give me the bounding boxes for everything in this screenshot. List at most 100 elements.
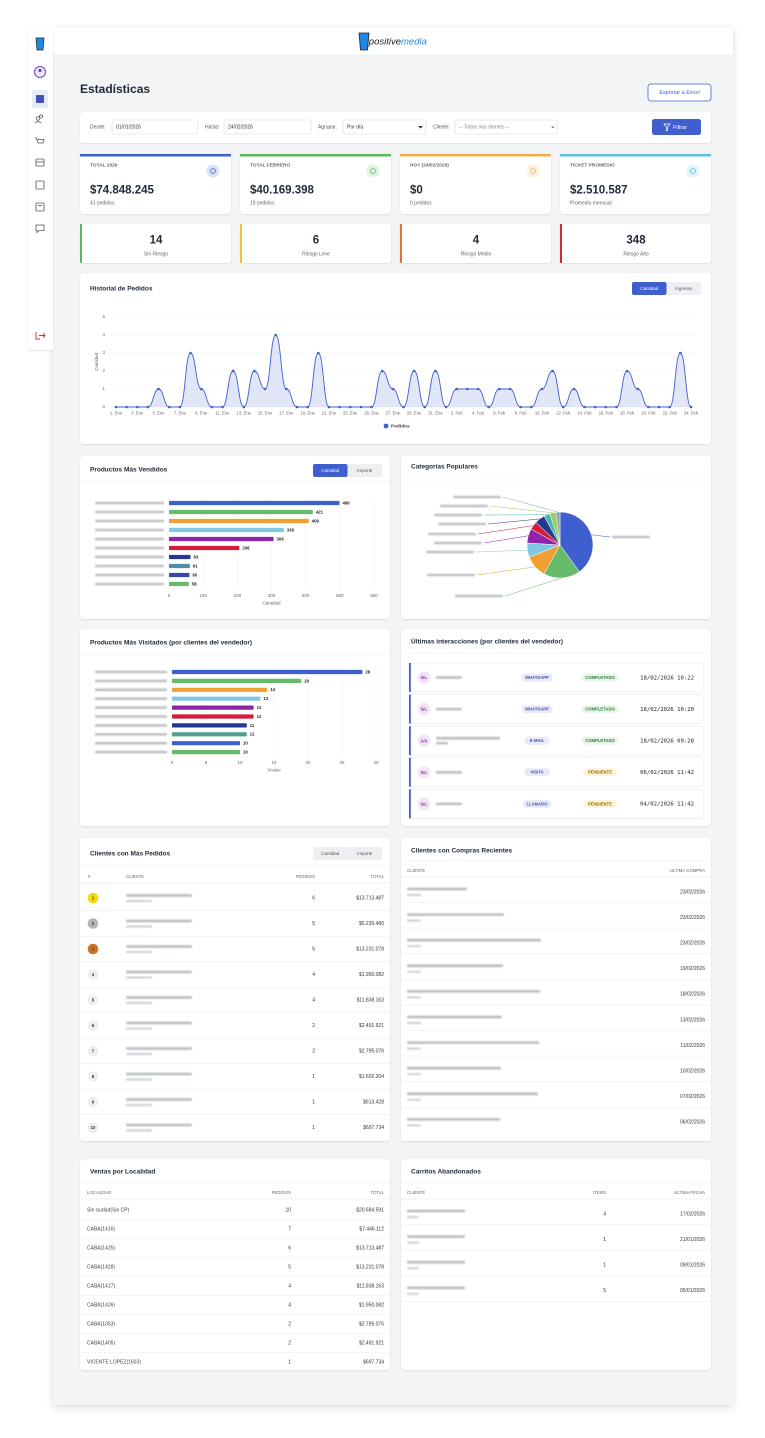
bar-value-label: 306 <box>277 536 285 541</box>
total: $1.950.082 <box>359 972 384 978</box>
bar <box>169 563 190 569</box>
blurred-text <box>95 519 164 523</box>
bar-value-label: 409 <box>312 518 320 523</box>
toggle-label[interactable]: Cantidad <box>321 468 340 473</box>
blurred-text <box>407 1073 421 1076</box>
x-tick-label: 23. Ene <box>343 411 358 416</box>
toggle-button[interactable] <box>313 847 348 860</box>
line-point <box>146 405 150 409</box>
badge <box>582 799 618 808</box>
orders: 1 <box>288 1359 291 1365</box>
blurred-text <box>95 679 167 683</box>
blurred-text <box>434 513 482 517</box>
cart-icon[interactable] <box>35 137 45 144</box>
toggle-label[interactable]: Importe <box>357 851 373 856</box>
kpi-value: $74.848.245 <box>90 185 155 197</box>
locality: VICENTE LOPEZ(1603) <box>87 1359 141 1365</box>
filter-button[interactable] <box>652 119 701 135</box>
x-tick-label: 8. Feb <box>515 411 528 416</box>
orders: 1 <box>312 1074 315 1080</box>
badge <box>581 705 619 714</box>
blurred-text <box>436 676 462 679</box>
date-input-value[interactable]: 24/02/2026 <box>228 125 253 131</box>
line-area <box>116 335 691 407</box>
locality: CABA(1417) <box>87 1283 115 1289</box>
blurred-text <box>407 1047 421 1050</box>
bar-value-label: 12 <box>257 705 262 710</box>
reports-icon[interactable] <box>35 180 45 190</box>
last-purchase: 10/02/2026 <box>680 1069 705 1075</box>
date-input[interactable] <box>111 119 199 135</box>
blurred-text <box>407 970 421 973</box>
column-header: TOTAL <box>371 1190 385 1195</box>
risk-accent <box>240 224 242 263</box>
toggle-button[interactable] <box>347 847 383 860</box>
toggle-label[interactable]: Importe <box>357 468 373 473</box>
blurred-text <box>126 1027 152 1030</box>
x-tick-label: 5. Ene <box>153 411 166 416</box>
users-icon[interactable] <box>35 116 41 121</box>
interaction-date: 18/02/2026 09:28 <box>640 739 695 745</box>
badge <box>581 736 619 745</box>
chat-icon[interactable] <box>35 224 45 234</box>
x-tick-label: 25 <box>339 760 345 765</box>
badge <box>521 705 553 714</box>
blurred-text <box>95 528 164 532</box>
blurred-text <box>126 925 152 928</box>
kpi-icon <box>686 164 700 178</box>
last-purchase: 23/02/2026 <box>680 889 705 895</box>
toggle-button[interactable] <box>666 282 702 295</box>
y-axis-label: Cantidad <box>94 352 99 371</box>
kpi-icon <box>206 164 220 178</box>
toggle-button[interactable] <box>313 464 348 477</box>
card <box>401 838 711 1141</box>
blurred-text <box>407 893 421 897</box>
profile-icon-head <box>38 68 42 73</box>
total: $697.734 <box>363 1125 384 1131</box>
filter-button-label[interactable]: Filtrar <box>673 125 687 131</box>
filter-icon <box>663 123 671 132</box>
card <box>400 154 551 214</box>
legend-label: Pedidos <box>391 424 410 430</box>
toggle-label[interactable]: Cantidad <box>321 851 340 856</box>
line-point <box>498 387 501 391</box>
column-header: LOCALIDAD <box>87 1190 111 1195</box>
x-tick-label: 200 <box>234 593 242 598</box>
total: $7.446.112 <box>359 1226 384 1232</box>
toggle-button[interactable] <box>632 282 667 295</box>
last-purchase: 18/02/2026 <box>680 992 705 998</box>
date-input[interactable] <box>223 119 312 135</box>
badge-label: WHATSAPP <box>525 707 549 712</box>
toggle-label[interactable]: Cantidad <box>640 286 659 291</box>
toggle-label[interactable]: Ingresos <box>675 286 693 291</box>
risk-label: Riesgo Medio <box>461 251 492 257</box>
kpi-accent <box>560 154 711 157</box>
card-title: Clientes con Más Pedidos <box>90 851 171 858</box>
kpi-accent <box>80 154 231 157</box>
export-button-label[interactable]: Exportar a Excel <box>659 90 699 96</box>
avatar <box>417 797 431 811</box>
group-select-value[interactable]: Por día <box>347 125 363 131</box>
blurred-text <box>126 1129 152 1132</box>
logout-icon[interactable] <box>35 332 46 340</box>
kpi-accent <box>240 154 391 157</box>
group-select[interactable] <box>342 119 427 135</box>
locality: CABA(1426) <box>87 1302 115 1308</box>
x-tick-label: 21. Ene <box>322 411 337 416</box>
y-tick-label: 4 <box>102 332 105 337</box>
kpi-label: HOY (24/02/2026) <box>410 162 449 168</box>
badge <box>582 768 618 777</box>
line-point <box>242 405 246 409</box>
x-tick-label: 5 <box>205 760 208 765</box>
rank: 10 <box>91 1125 96 1130</box>
interaction-accent <box>409 789 411 819</box>
client-select-value[interactable]: -- Todos mis clientes -- <box>459 125 510 131</box>
register-icon[interactable] <box>35 158 45 167</box>
x-tick-label: 0 <box>171 760 174 765</box>
export-button[interactable] <box>647 83 712 102</box>
client-select[interactable] <box>454 119 558 135</box>
book-icon[interactable] <box>35 202 45 212</box>
toggle-button[interactable] <box>347 464 383 477</box>
card <box>80 838 390 1141</box>
date-input-value[interactable]: 01/01/2026 <box>116 125 141 131</box>
